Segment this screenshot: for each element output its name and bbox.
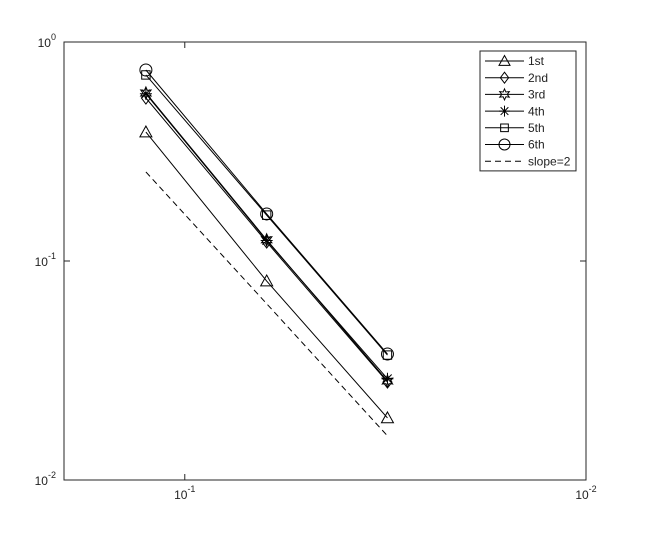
marker xyxy=(498,87,511,102)
marker xyxy=(381,372,394,385)
marker xyxy=(380,410,395,424)
series-line xyxy=(145,69,388,355)
marker xyxy=(381,373,394,389)
legend-label: slope=2 xyxy=(528,154,571,168)
marker xyxy=(498,138,511,151)
legend-label: 6th xyxy=(528,138,545,152)
marker xyxy=(260,234,273,247)
legend-label: 4th xyxy=(528,104,545,118)
marker xyxy=(139,87,152,100)
legend-label: 5th xyxy=(528,121,545,135)
marker xyxy=(499,71,510,85)
marker xyxy=(380,347,394,361)
marker xyxy=(259,274,274,287)
legend-label: 3rd xyxy=(528,88,545,102)
marker xyxy=(498,54,511,66)
legend-label: 2nd xyxy=(528,71,548,85)
marker xyxy=(500,123,509,133)
marker xyxy=(382,350,393,360)
marker xyxy=(499,105,510,117)
legend-label: 1st xyxy=(528,54,545,68)
series-line xyxy=(145,74,388,356)
series-line xyxy=(145,131,388,419)
marker xyxy=(139,125,153,138)
marker xyxy=(141,70,151,80)
marker xyxy=(139,63,153,77)
marker xyxy=(260,207,274,221)
